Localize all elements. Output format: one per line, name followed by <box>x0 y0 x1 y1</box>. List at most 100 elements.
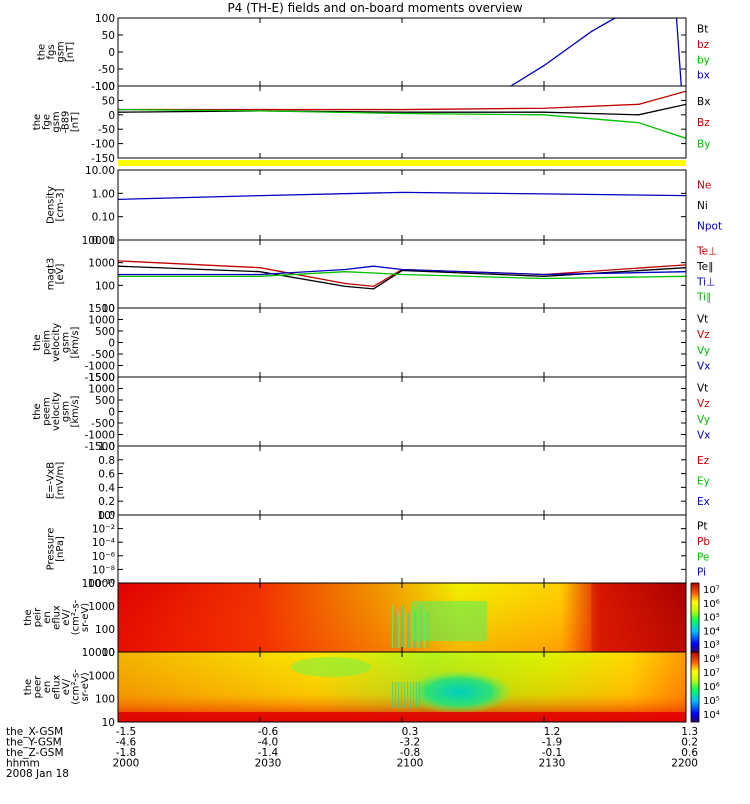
ylabel-line: the <box>37 44 48 60</box>
ylabel-line: gsm <box>56 41 67 62</box>
panel-frame <box>117 514 687 584</box>
xaxis-value: -0.8 <box>400 747 421 759</box>
panel-frame <box>117 445 687 516</box>
legend-Vt: Vt <box>697 314 708 326</box>
panel-1: 100 50 0 -50 -100 thefgsgsm[nT] Bt bz by bx <box>37 13 710 93</box>
ytick-label: -100 <box>91 139 115 151</box>
panel-frame <box>117 376 687 447</box>
ytick-label: 10⁻⁸ <box>92 564 115 576</box>
ylabel-line: (cm²-s- <box>71 599 82 635</box>
legend-Vz: Vz <box>697 329 710 341</box>
ytick-label: 0 <box>108 407 115 419</box>
series-bx <box>510 18 682 86</box>
ytick-label: 0.6 <box>98 469 115 481</box>
panel-9: 10000 1000 100 10 thepeirenefluxeV/(cm²-s-sr… <box>23 578 720 659</box>
plot-title: P4 (TH-E) fields and on-board moments ov… <box>227 1 523 15</box>
legend-Te∥: Te∥ <box>696 261 713 273</box>
legend-by: by <box>697 54 710 66</box>
xaxis-value: 2100 <box>397 758 424 770</box>
ylabel: thepeirenefluxeV/(cm²-s-sr-eV) <box>23 599 91 635</box>
legend-bx: bx <box>697 70 710 82</box>
panel-6: 150010005000-500-1000-1500thepeemvelocit… <box>32 372 710 453</box>
ylabel-line: the <box>32 334 43 350</box>
colorbar <box>690 582 700 653</box>
ytick-label: 1000 <box>88 601 115 613</box>
panel-10: 10000 1000 100 10 thepeerenefluxeV/(cm²-s-sr… <box>23 647 720 729</box>
ylabel-line: fgs <box>46 44 57 59</box>
ytick-label: 10⁻² <box>92 524 115 536</box>
colorbar-label: 10⁷ <box>703 585 720 596</box>
ytick-label: -100 <box>91 81 115 93</box>
colorbar <box>690 651 700 723</box>
panel-frame <box>117 17 687 87</box>
legend-Ni: Ni <box>697 200 708 212</box>
legend-Ti∥: Ti∥ <box>696 292 711 304</box>
legend-Pi: Pi <box>697 567 706 579</box>
xaxis-row-label: the_Z-GSM <box>6 747 64 759</box>
ylabel-line: en <box>42 681 53 694</box>
ylabel-line: peim <box>42 330 53 355</box>
ylabel: E=-VxB[mV/m] <box>46 462 67 500</box>
ytick-label: 10⁰ <box>97 510 115 522</box>
ytick-label: 0 <box>108 110 115 122</box>
ylabel-line: velocity <box>51 323 62 362</box>
ylabel: thepeimvelocitygsm[km/s] <box>32 323 81 362</box>
ylabel-line: velocity <box>51 392 62 431</box>
ytick-label: -1000 <box>84 361 115 373</box>
colorbar-label: 10⁶ <box>703 599 720 610</box>
ytick-label: 1500 <box>88 303 115 315</box>
legend-Pe: Pe <box>697 551 709 563</box>
ytick-label: 500 <box>95 326 115 338</box>
ylabel-line: fge <box>42 114 53 130</box>
ylabel: magt3[eV] <box>46 258 67 291</box>
legend-Vx: Vx <box>697 430 710 442</box>
colorbar-label: 10⁸ <box>703 654 720 665</box>
legend-Ti⊥: Ti⊥ <box>696 276 715 288</box>
ion-hot-region <box>591 583 686 652</box>
ytick-label: 50 <box>102 95 115 107</box>
ylabel-line: gsm <box>61 332 72 353</box>
legend-Vy: Vy <box>697 345 710 357</box>
ylabel: Pressure[nPa] <box>46 528 67 571</box>
legend-Bz: Bz <box>697 117 710 129</box>
ylabel-line: -B89 <box>61 111 72 134</box>
ytick-label: -1000 <box>84 430 115 442</box>
ylabel-line: (cm²-s- <box>71 669 82 705</box>
panel-4: 10000 1000 100 10 magt3[eV] Te⊥ Te∥ Ti⊥ Ti∥ <box>46 235 718 315</box>
series-Npot <box>118 191 686 201</box>
legend-Vx: Vx <box>697 361 710 373</box>
xaxis-value: 1.2 <box>544 726 561 738</box>
xaxis-value: -1.4 <box>258 747 279 759</box>
ytick-label: 10 <box>102 647 115 659</box>
series-by <box>710 18 750 79</box>
series-group <box>510 18 750 86</box>
xaxis-row-label: hhmm <box>6 758 40 770</box>
xaxis-value: -0.1 <box>542 747 563 759</box>
flag-bar <box>118 160 686 166</box>
xaxis-value: 2200 <box>671 758 698 770</box>
ylabel-line: eV/ <box>61 678 72 695</box>
legend-Vy: Vy <box>697 414 710 426</box>
ytick-label: 1000 <box>88 258 115 270</box>
xaxis-value: 2130 <box>539 758 566 770</box>
ylabel-line: [eV] <box>55 264 66 285</box>
legend-By: By <box>697 138 710 150</box>
ytick-label: 100 <box>95 624 115 636</box>
ytick-label: -1500 <box>84 372 115 384</box>
series-group <box>118 260 686 290</box>
ytick-label: 1000 <box>88 315 115 327</box>
legend-Bt: Bt <box>697 23 708 35</box>
colorbar-label: 10⁷ <box>703 668 720 679</box>
ytick-label: 1000 <box>88 384 115 396</box>
ytick-label: 0.10 <box>92 212 115 224</box>
ytick-label: 50 <box>102 30 115 42</box>
panel-7: 1.0 0.8 0.60.4 0.2 0.0 E=-VxB[mV/m] Ez Ey Ex <box>46 441 710 522</box>
panel-5: 150010005000-500-1000-1500thepeimvelocit… <box>32 303 710 384</box>
ytick-label: -500 <box>91 349 115 361</box>
legend-Vz: Vz <box>697 398 710 410</box>
ytick-label: 1000 <box>88 670 115 682</box>
ytick-label: 100 <box>95 13 115 25</box>
panel-8: 10⁰ 10⁻²10⁻⁴ 10⁻⁶10⁻⁸ 10⁻¹⁰ Pressure[nPa] Pt P… <box>46 510 711 590</box>
colorbar-label: 10³ <box>703 640 720 651</box>
